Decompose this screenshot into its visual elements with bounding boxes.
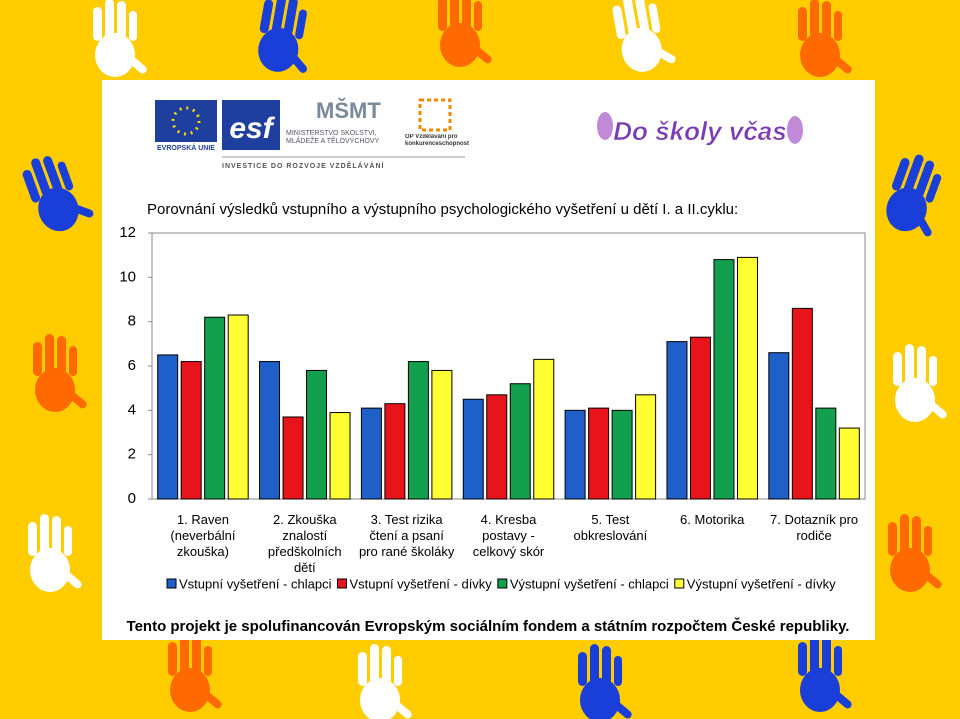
bar xyxy=(588,407,610,500)
hand-decoration xyxy=(252,0,321,78)
x-tick-label: 3. Test rizika čtení a psaní pro rané šk… xyxy=(358,512,455,559)
eu-stars xyxy=(171,106,201,136)
y-tick-label: 4 xyxy=(128,401,136,418)
bar xyxy=(713,259,735,500)
x-tick-label: 2. Zkouška znalostí předškolních dětí xyxy=(267,512,342,575)
hand-decoration xyxy=(93,0,149,77)
bar xyxy=(360,407,382,500)
x-tick-label: 4. Kresba postavy - celkový skór xyxy=(472,512,545,559)
hand-decoration xyxy=(798,634,854,712)
legend-swatch xyxy=(497,578,508,589)
bar xyxy=(736,256,758,500)
hand-decoration xyxy=(33,334,89,412)
hand-decoration xyxy=(610,0,679,76)
bar xyxy=(533,358,555,500)
esf-box xyxy=(222,100,280,150)
chart-title: Porovnání výsledků vstupního a výstupníh… xyxy=(147,201,738,218)
hand-decoration xyxy=(168,634,224,712)
op-logo xyxy=(418,98,452,132)
bar xyxy=(282,416,304,500)
legend-label: Výstupní vyšetření - chlapci xyxy=(510,576,669,591)
y-tick-label: 2 xyxy=(128,446,136,463)
op-label: OP Vzdělávání pro konkurenceschopnost xyxy=(405,134,470,147)
hand-decoration xyxy=(18,145,98,238)
legend-swatch xyxy=(166,578,177,589)
esf-label: esf xyxy=(229,112,275,145)
bar xyxy=(157,354,179,500)
bar xyxy=(791,307,813,500)
bar xyxy=(329,412,351,500)
hand-decoration xyxy=(438,0,494,67)
bar xyxy=(509,383,531,500)
y-tick-label: 12 xyxy=(119,224,136,241)
y-tick-label: 8 xyxy=(128,313,136,330)
bar xyxy=(689,336,711,500)
y-tick-label: 10 xyxy=(119,268,136,285)
bar xyxy=(486,394,508,500)
hand-decoration xyxy=(888,514,944,592)
msmt-box: MINISTERSTVO ŠKOLSTVÍ, MLÁDEŽE A TĚLOVÝC… xyxy=(286,130,380,145)
hand-decoration xyxy=(878,149,958,242)
project-logo: Do školy včas xyxy=(613,116,786,146)
bar xyxy=(227,314,249,500)
bar xyxy=(259,361,281,500)
foot-icon xyxy=(787,116,803,144)
investice-label: INVESTICE DO ROZVOJE VZDĚLÁVÁNÍ xyxy=(222,161,385,170)
legend-label: Vstupní vyšetření - chlapci xyxy=(179,576,332,591)
bar xyxy=(306,369,328,500)
bar xyxy=(838,427,860,500)
bar xyxy=(431,369,453,500)
bar xyxy=(407,361,429,500)
y-tick-label: 0 xyxy=(128,490,136,507)
bar xyxy=(204,316,226,500)
foot-icon xyxy=(597,112,613,140)
eu-flag xyxy=(155,100,217,142)
bar xyxy=(564,409,586,500)
y-tick-label: 6 xyxy=(128,357,136,374)
hand-decoration xyxy=(893,344,949,422)
bar xyxy=(384,403,406,500)
msmt-label: MINISTERSTVO ŠKOLSTVÍ, MLÁDEŽE A TĚLOVÝC… xyxy=(286,130,380,145)
legend-swatch xyxy=(674,578,685,589)
bar xyxy=(815,407,837,500)
hand-decoration xyxy=(358,644,414,719)
x-tick-label: 5. Test obkreslování xyxy=(573,512,648,543)
op-box: OP Vzdělávání pro konkurenceschopnost xyxy=(405,134,470,147)
bar xyxy=(180,361,202,500)
bar xyxy=(768,352,790,500)
bar xyxy=(611,409,633,500)
footer: Tento projekt je spolufinancován Evropsk… xyxy=(127,617,850,635)
bar xyxy=(666,341,688,500)
legend-swatch xyxy=(336,578,347,589)
hand-decoration xyxy=(28,514,84,592)
hand-decoration xyxy=(798,0,854,77)
x-tick-label: 1. Raven (neverbální zkouška) xyxy=(170,512,236,559)
eu-label: EVROPSKÁ UNIE xyxy=(157,143,215,152)
legend-label: Výstupní vyšetření - dívky xyxy=(687,576,836,591)
x-tick-label: 7. Dotazník pro rodiče xyxy=(769,512,859,543)
bar xyxy=(462,398,484,500)
x-tick-label: 6. Motorika xyxy=(680,512,745,527)
hand-decoration xyxy=(578,644,634,719)
legend-label: Vstupní vyšetření - dívky xyxy=(349,576,492,591)
bar xyxy=(635,394,657,500)
msmt-mark: MŠMT xyxy=(316,98,381,123)
